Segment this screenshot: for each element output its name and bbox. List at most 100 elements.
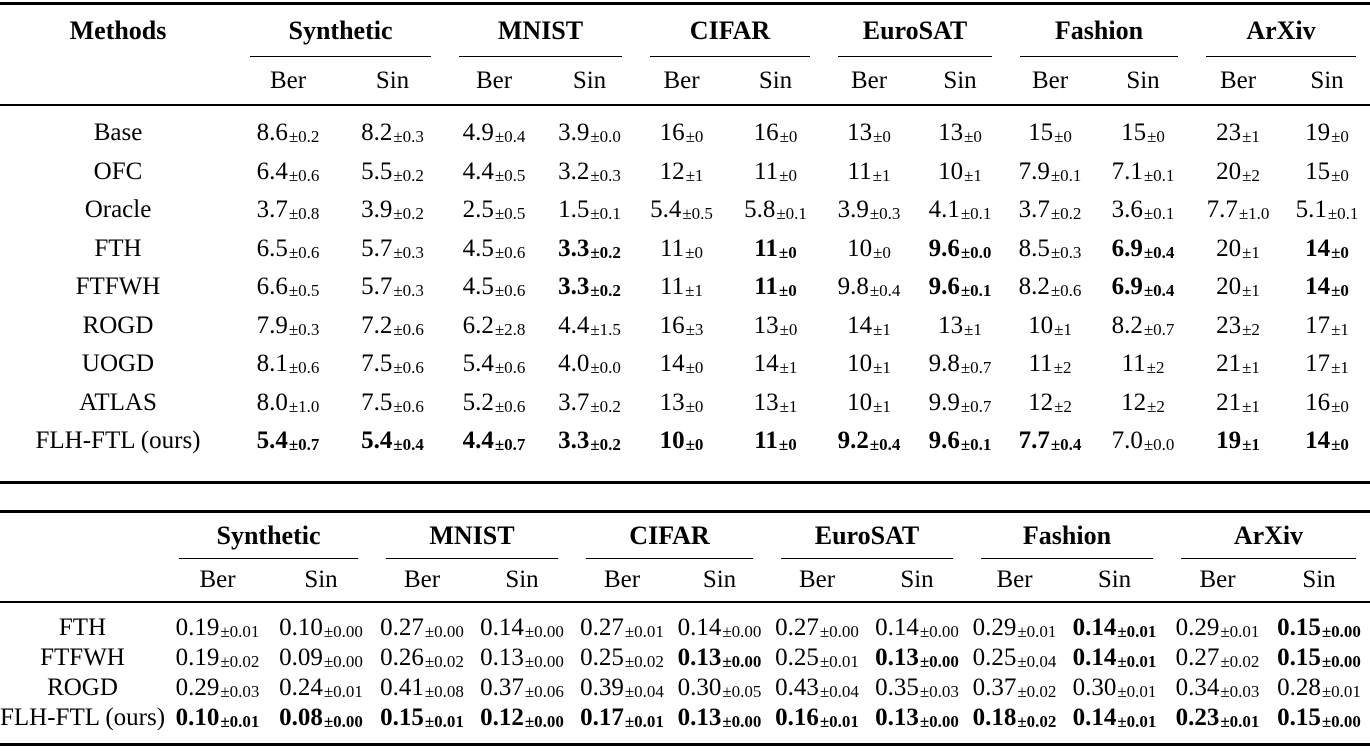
value-cell: 9.6±0.1 — [914, 268, 1006, 307]
value-cell: 0.15±0.01 — [372, 703, 472, 745]
value-cell: 7.0±0.0 — [1094, 422, 1192, 482]
value-stddev: ±0.6 — [494, 281, 526, 301]
value-cell: 14±1 — [727, 345, 824, 384]
results-table-bottom: Synthetic MNIST CIFAR EuroSAT Fashion ArXiv Be… — [0, 509, 1370, 746]
value-cell: 5.4±0.5 — [636, 191, 727, 230]
value-stddev: ±0.6 — [494, 242, 526, 262]
value-cell: 5.7±0.3 — [340, 268, 445, 307]
value-mean: 3.6 — [1111, 196, 1143, 224]
method-cell: OFC — [93, 157, 143, 185]
value-stddev: ±0 — [1147, 127, 1165, 147]
value-cell: 14±0 — [1284, 268, 1370, 307]
value-stddev: ±0.6 — [393, 319, 424, 339]
value-mean: 0.08 — [279, 703, 323, 731]
value-stddev: ±0 — [685, 127, 704, 147]
value-stddev: ±0.5 — [494, 165, 526, 185]
value-stddev: ±0.2 — [1050, 204, 1082, 224]
value-cell: 3.2±0.3 — [543, 153, 636, 192]
value-stddev: ±1.0 — [1238, 204, 1270, 224]
value-stddev: ±0.5 — [288, 281, 320, 301]
value-stddev: ±0.2 — [393, 165, 424, 185]
value-mean: 0.25 — [972, 643, 1017, 671]
value-mean: 14 — [1305, 427, 1331, 455]
value-stddev: ±0 — [1331, 242, 1349, 262]
value-cell: 0.18±0.02 — [967, 703, 1062, 745]
value-stddev: ±1 — [1331, 358, 1349, 378]
value-cell: 0.25±0.02 — [572, 643, 672, 673]
value-mean: 0.24 — [279, 673, 323, 701]
value-stddev: ±0.01 — [624, 621, 664, 641]
value-mean: 0.14 — [1072, 613, 1117, 641]
value-mean: 0.29 — [972, 613, 1017, 641]
value-cell: 0.27±0.00 — [767, 602, 867, 643]
value-mean: 10 — [847, 350, 873, 378]
value-mean: 3.7 — [558, 388, 590, 416]
value-cell: 4.5±0.6 — [445, 230, 543, 269]
subcolumn-header-ber: Ber — [1006, 57, 1094, 106]
value-cell: 16±0 — [1284, 384, 1370, 423]
value-cell: 0.10±0.00 — [270, 602, 372, 643]
value-cell: 0.34±0.03 — [1167, 673, 1268, 703]
value-mean: 6.5 — [256, 234, 288, 262]
dataset-header-eurosat: EuroSAT — [824, 4, 1006, 58]
value-mean: 15 — [1028, 119, 1054, 147]
value-stddev: ±0.01 — [1220, 711, 1260, 731]
value-cell: 4.4±0.5 — [445, 153, 543, 192]
value-cell: 0.19±0.02 — [165, 643, 270, 673]
methods-header: Methods — [69, 16, 167, 45]
value-mean: 0.14 — [875, 613, 919, 641]
method-cell: ROGD — [82, 311, 154, 339]
table-row: FLH-FTL (ours) 0.10±0.01 0.08±0.00 0.15±0.0… — [0, 703, 1370, 745]
value-stddev: ±0.03 — [220, 681, 260, 701]
value-cell: 0.37±0.06 — [472, 673, 572, 703]
value-mean: 8.0 — [256, 388, 288, 416]
value-mean: 8.1 — [256, 350, 288, 378]
value-stddev: ±0.00 — [323, 651, 363, 671]
value-mean: 21 — [1216, 350, 1242, 378]
value-mean: 3.3 — [558, 427, 590, 455]
value-mean: 0.10 — [279, 613, 323, 641]
method-cell: Oracle — [84, 196, 152, 224]
method-cell: ATLAS — [79, 388, 157, 416]
value-cell: 7.9±0.1 — [1006, 153, 1094, 192]
value-cell: 0.41±0.08 — [372, 673, 472, 703]
value-cell: 9.8±0.4 — [824, 268, 914, 307]
value-mean: 7.5 — [361, 388, 393, 416]
value-stddev: ±1 — [873, 358, 891, 378]
value-stddev: ±0.7 — [960, 358, 992, 378]
value-stddev: ±0.0 — [590, 127, 621, 147]
value-cell: 0.37±0.02 — [967, 673, 1062, 703]
value-cell: 6.6±0.5 — [236, 268, 340, 307]
value-stddev: ±0.6 — [288, 242, 320, 262]
value-cell: 23±2 — [1192, 307, 1284, 346]
value-stddev: ±0.3 — [590, 165, 621, 185]
value-stddev: ±0.7 — [288, 435, 320, 455]
value-mean: 6.4 — [256, 157, 288, 185]
value-cell: 12±1 — [636, 153, 727, 192]
value-mean: 5.7 — [361, 273, 393, 301]
value-mean: 13 — [659, 388, 685, 416]
value-stddev: ±0.00 — [524, 711, 564, 731]
value-mean: 7.0 — [1111, 427, 1143, 455]
table-row: ATLAS 8.0±1.0 7.5±0.6 5.2±0.6 3.7±0.2 13±0 13±… — [0, 384, 1370, 423]
value-cell: 11±0 — [636, 230, 727, 269]
value-cell: 4.9±0.4 — [445, 105, 543, 153]
value-mean: 11 — [754, 157, 779, 185]
table-body: Base 8.6±0.2 8.2±0.3 4.9±0.4 3.9±0.0 16±0 16±0… — [0, 105, 1370, 482]
table-row: FLH-FTL (ours) 5.4±0.7 5.4±0.4 4.4±0.7 3.3±0… — [0, 422, 1370, 482]
value-cell: 0.30±0.01 — [1062, 673, 1167, 703]
value-stddev: ±0.6 — [288, 358, 320, 378]
value-stddev: ±0.01 — [424, 711, 464, 731]
value-cell: 0.14±0.01 — [1062, 602, 1167, 643]
value-stddev: ±0.00 — [919, 621, 959, 641]
value-mean: 15 — [1305, 157, 1331, 185]
value-mean: 3.3 — [558, 273, 590, 301]
value-mean: 23 — [1216, 119, 1242, 147]
value-stddev: ±0 — [685, 242, 703, 262]
value-mean: 0.30 — [677, 673, 722, 701]
value-mean: 5.1 — [1295, 196, 1327, 224]
value-stddev: ±0.05 — [722, 681, 762, 701]
value-stddev: ±0.6 — [393, 358, 424, 378]
value-stddev: ±0.3 — [869, 204, 901, 224]
value-mean: 1.5 — [558, 196, 590, 224]
